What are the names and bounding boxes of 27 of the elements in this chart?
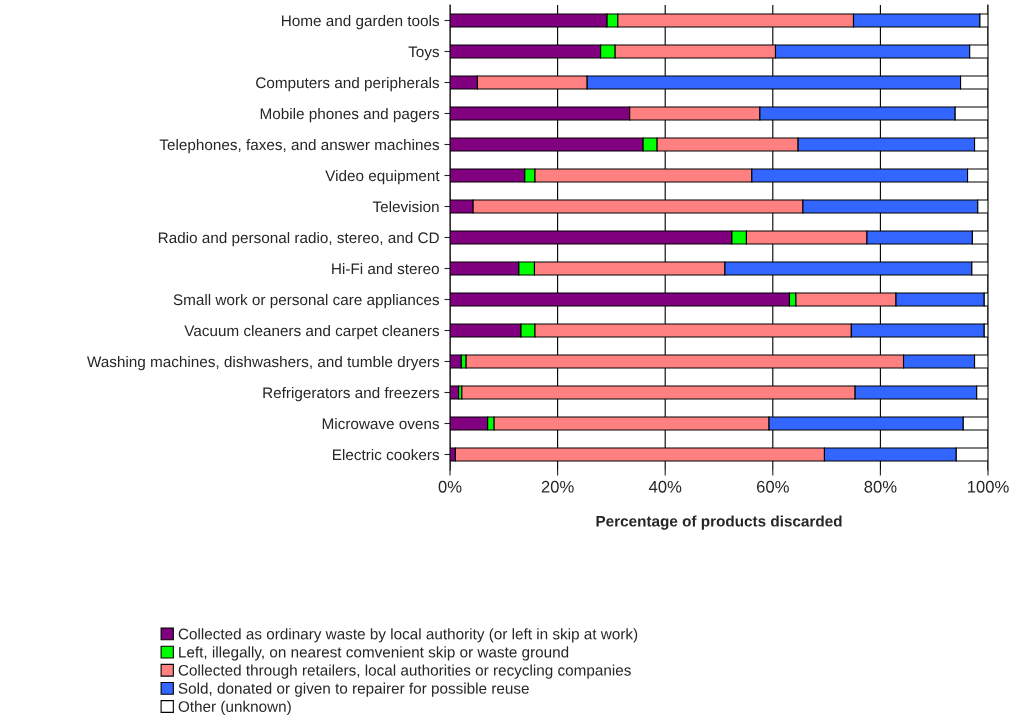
x-tick-label: 0% — [438, 480, 462, 493]
y-tick-label: Small work or personal care appliances — [173, 293, 440, 309]
x-tick-label: 60% — [756, 480, 789, 493]
y-tick-label: Radio and personal radio, stereo, and CD — [158, 231, 439, 247]
y-tick-label: Telephones, faxes, and answer machines — [159, 138, 440, 154]
legend-label: Collected through retailers, local authorities or recycling companies — [178, 664, 631, 679]
legend-label: Collected as ordinary waste by local authority (or left in skip at work) — [178, 628, 638, 643]
y-tick-label: Home and garden tools — [282, 14, 440, 30]
legend-label: Left, illegally, on nearest comvenient skip or waste ground — [179, 646, 569, 661]
legend-label: Other (unknown) — [178, 700, 291, 715]
y-tick-label: Computers and peripherals — [256, 76, 440, 92]
y-tick-label: Washing machines, dishwashers, and tumble dryers — [87, 355, 440, 371]
y-tick-label: Television — [372, 200, 439, 213]
y-tick-label: Video equipment — [325, 169, 440, 185]
legend-label: Sold, donated or given to repairer for possible reuse — [178, 682, 529, 697]
y-tick-label: Hi-Fi and stereo — [332, 262, 439, 275]
y-tick-label: Electric cookers — [333, 448, 440, 461]
x-tick-label: 80% — [864, 480, 897, 493]
x-tick-label: 40% — [648, 480, 682, 493]
y-tick-label: Toys — [408, 46, 440, 61]
y-tick-label: Mobile phones and pagers — [260, 107, 440, 123]
y-tick-label: Microwave ovens — [322, 417, 440, 430]
x-tick-label: 20% — [541, 480, 574, 493]
x-tick-label: 100% — [967, 480, 1009, 493]
y-tick-label: Vacuum cleaners and carpet cleaners — [184, 324, 440, 340]
x-axis-title: Percentage of products discarded — [596, 515, 842, 530]
y-tick-label: Refrigerators and freezers — [263, 386, 440, 402]
